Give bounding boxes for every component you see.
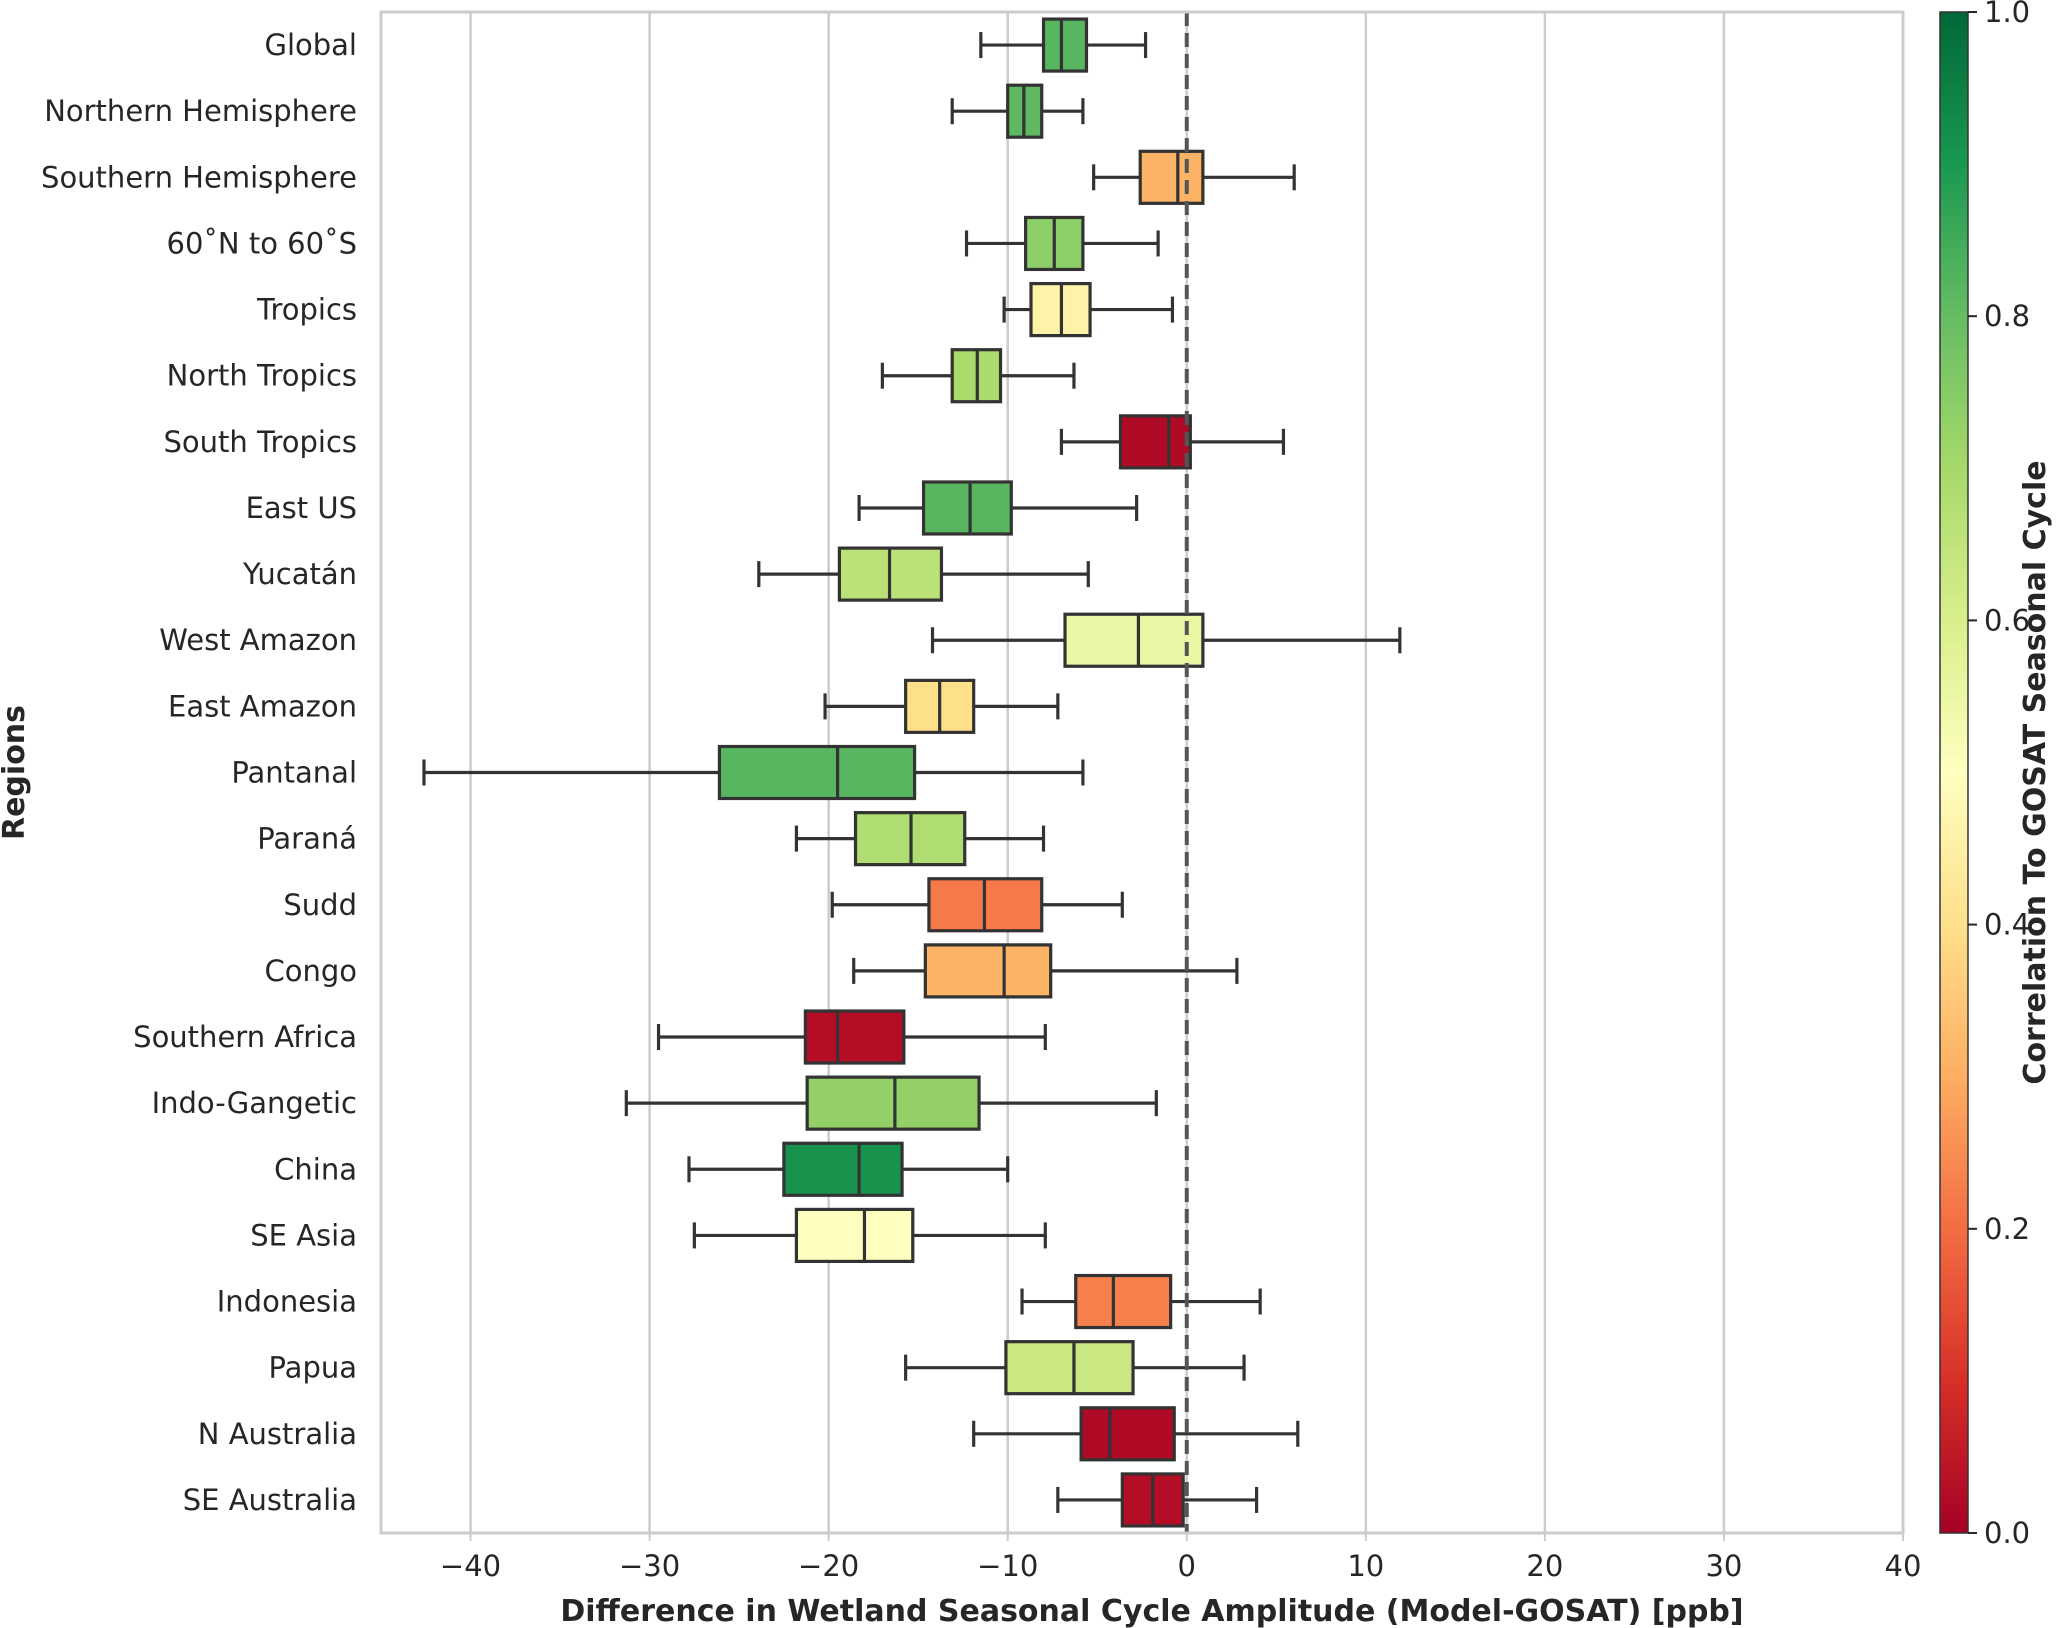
region-label: Southern Hemisphere bbox=[41, 160, 357, 194]
region-label: Pantanal bbox=[231, 756, 357, 790]
xtick-label: 20 bbox=[1526, 1549, 1563, 1583]
colorbar-tick-label: 0.4 bbox=[1984, 908, 2030, 942]
xtick-label: −20 bbox=[798, 1549, 859, 1583]
xtick-label: 0 bbox=[1178, 1549, 1196, 1583]
region-label: Sudd bbox=[283, 888, 357, 922]
colorbar-tick-label: 0.8 bbox=[1984, 299, 2030, 333]
region-label: East Amazon bbox=[168, 689, 357, 723]
region-label: SE Australia bbox=[183, 1483, 357, 1517]
iqr-box bbox=[1004, 1340, 1135, 1396]
boxplot-series bbox=[422, 17, 1402, 1528]
box-8 bbox=[757, 546, 1090, 602]
iqr-box bbox=[794, 1207, 915, 1264]
box-7 bbox=[857, 480, 1139, 536]
iqr-box bbox=[1074, 1273, 1173, 1330]
colorbar-tick-label: 0.2 bbox=[1984, 1212, 2030, 1246]
box-16 bbox=[624, 1075, 1158, 1131]
xtick-label: −40 bbox=[440, 1549, 501, 1583]
xtick-label: 30 bbox=[1705, 1549, 1742, 1583]
region-label: Northern Hemisphere bbox=[44, 94, 357, 128]
box-9 bbox=[930, 612, 1402, 668]
box-5 bbox=[880, 348, 1076, 404]
box-20 bbox=[904, 1340, 1246, 1396]
region-label: Tropics bbox=[256, 293, 357, 327]
box-3 bbox=[964, 215, 1160, 272]
region-label: China bbox=[274, 1152, 357, 1186]
region-label: Indonesia bbox=[217, 1285, 357, 1319]
y-axis-title: Regions bbox=[0, 705, 32, 840]
box-13 bbox=[830, 877, 1124, 933]
iqr-box bbox=[923, 943, 1053, 999]
box-17 bbox=[687, 1141, 1010, 1197]
region-label: East US bbox=[246, 491, 357, 525]
iqr-box bbox=[805, 1075, 981, 1131]
box-0 bbox=[979, 17, 1148, 73]
box-19 bbox=[1020, 1273, 1262, 1330]
region-label: 60˚N to 60˚S bbox=[167, 226, 357, 260]
colorbar-gradient bbox=[1939, 11, 1969, 1534]
plot-border bbox=[379, 10, 1905, 1535]
region-label: Southern Africa bbox=[133, 1020, 357, 1054]
axis-labels: Global Northern Hemisphere Southern Hemisp… bbox=[0, 28, 1921, 1628]
colorbar-tick-label: 0.6 bbox=[1984, 603, 2030, 637]
colorbar: 0.0 0.2 0.4 0.6 0.8 1.0 Correlation To GOSAT S… bbox=[1939, 0, 2053, 1550]
colorbar-tick-label: 1.0 bbox=[1984, 0, 2030, 29]
iqr-box bbox=[1063, 612, 1205, 668]
box-21 bbox=[972, 1406, 1300, 1462]
region-label: South Tropics bbox=[164, 425, 358, 459]
xtick-label: 40 bbox=[1885, 1549, 1922, 1583]
box-18 bbox=[692, 1207, 1047, 1264]
iqr-box bbox=[1138, 149, 1205, 205]
colorbar-tick-label: 0.0 bbox=[1984, 1516, 2030, 1550]
region-label: Paraná bbox=[257, 822, 357, 856]
box-4 bbox=[1002, 281, 1175, 338]
iqr-box bbox=[1079, 1406, 1176, 1462]
x-axis-title: Difference in Wetland Seasonal Cycle Amp… bbox=[560, 1594, 1743, 1628]
iqr-box bbox=[803, 1009, 906, 1065]
xtick-label: −10 bbox=[977, 1549, 1038, 1583]
region-label: West Amazon bbox=[159, 623, 357, 657]
colorbar-title: Correlation To GOSAT Seasonal Cycle bbox=[2018, 460, 2053, 1084]
plot-frame bbox=[379, 10, 1905, 1535]
box-12 bbox=[794, 811, 1046, 867]
region-label: Yucatán bbox=[242, 557, 357, 591]
box-14 bbox=[852, 943, 1239, 999]
iqr-box bbox=[782, 1141, 904, 1197]
box-2 bbox=[1092, 149, 1296, 205]
box-11 bbox=[422, 744, 1085, 801]
region-label: Papua bbox=[268, 1351, 357, 1385]
box-1 bbox=[950, 83, 1085, 139]
box-6 bbox=[1059, 414, 1286, 470]
iqr-box bbox=[1041, 17, 1089, 73]
region-label: Global bbox=[264, 28, 357, 62]
xtick-label: 10 bbox=[1347, 1549, 1384, 1583]
iqr-box bbox=[921, 480, 1013, 536]
region-label: Indo-Gangetic bbox=[152, 1086, 357, 1120]
iqr-box bbox=[1118, 414, 1192, 470]
region-label: SE Asia bbox=[250, 1218, 357, 1252]
box-22 bbox=[1056, 1472, 1259, 1528]
iqr-box bbox=[717, 744, 917, 801]
region-label: Congo bbox=[264, 954, 357, 988]
box-15 bbox=[656, 1009, 1047, 1065]
xtick-label: −30 bbox=[619, 1549, 680, 1583]
region-label: N Australia bbox=[198, 1417, 357, 1451]
region-label: North Tropics bbox=[167, 359, 357, 393]
box-10 bbox=[823, 678, 1060, 734]
